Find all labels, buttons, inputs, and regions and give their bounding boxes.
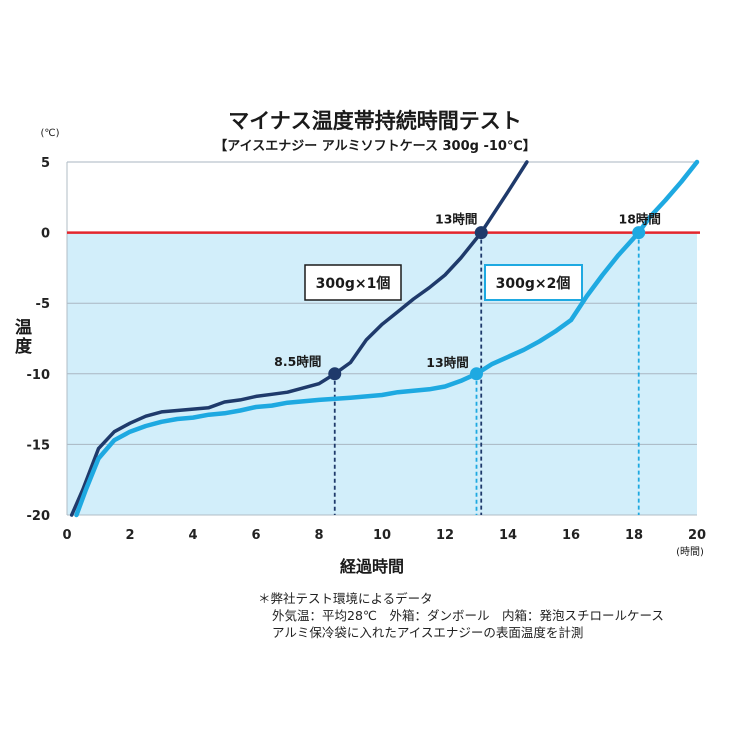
y-tick-label: -10 [27,368,51,383]
x-axis-label: 経過時間 [340,557,404,576]
marker-label: 13時間 [426,355,468,370]
marker-point [470,367,483,381]
legend-label: 300g×1個 [316,275,391,292]
y-axis-unit: (℃) [40,128,59,139]
marker-label: 13時間 [435,212,477,227]
marker-point [328,367,342,381]
series-line-2 [74,159,700,518]
legend-box [304,264,402,301]
legend-box [484,264,583,301]
y-tick-label: 5 [41,156,50,171]
legend-label: 300g×2個 [496,275,571,292]
y-tick-label: -20 [27,509,51,524]
y-tick-label: -5 [36,297,50,312]
chart-subtitle: 【アイスエナジー アルミソフトケース 300g -10℃】 [214,138,535,154]
x-tick-label: 14 [499,528,517,543]
legend-300g-2: 300g×2個 [484,264,583,301]
marker-points: 8.5時間 13時間 13時間 18時間 [274,212,661,381]
legend-300g-1: 300g×1個 [304,264,402,301]
gridlines [66,161,697,516]
chart-title: マイナス温度帯持続時間テスト [228,109,522,133]
y-tick-label: 0 [41,227,50,242]
x-tick-label: 20 [688,528,706,543]
tick-labels: 5 0 -5 -10 -15 -20 0 2 4 6 8 10 12 14 16 18 20 [27,156,707,543]
series-lines [69,159,700,518]
marker-label: 18時間 [619,212,661,227]
marker-point [474,226,488,240]
x-tick-label: 10 [373,528,391,543]
x-tick-label: 12 [436,528,454,543]
footnote-line-1: ＊弊社テスト環境によるデータ [258,591,433,606]
x-tick-label: 0 [62,528,71,543]
x-tick-label: 16 [562,528,580,543]
footnote-line-2: 外気温：平均28℃ 外箱：ダンボール 内箱：発泡スチロールケース [272,608,664,623]
x-axis-unit: (時間) [676,546,704,558]
x-tick-label: 4 [188,528,197,543]
y-tick-label: -15 [27,438,51,453]
x-tick-label: 8 [314,528,323,543]
x-tick-label: 6 [251,528,260,543]
y-axis-label: 温度 [11,318,31,356]
footnote-line-3: アルミ保冷袋に入れたアイスエナジーの表面温度を計測 [272,625,583,640]
x-tick-label: 18 [625,528,643,543]
marker-label: 8.5時間 [274,354,321,369]
series-line-1 [69,160,529,517]
x-tick-label: 2 [125,528,134,543]
marker-point [632,226,646,240]
